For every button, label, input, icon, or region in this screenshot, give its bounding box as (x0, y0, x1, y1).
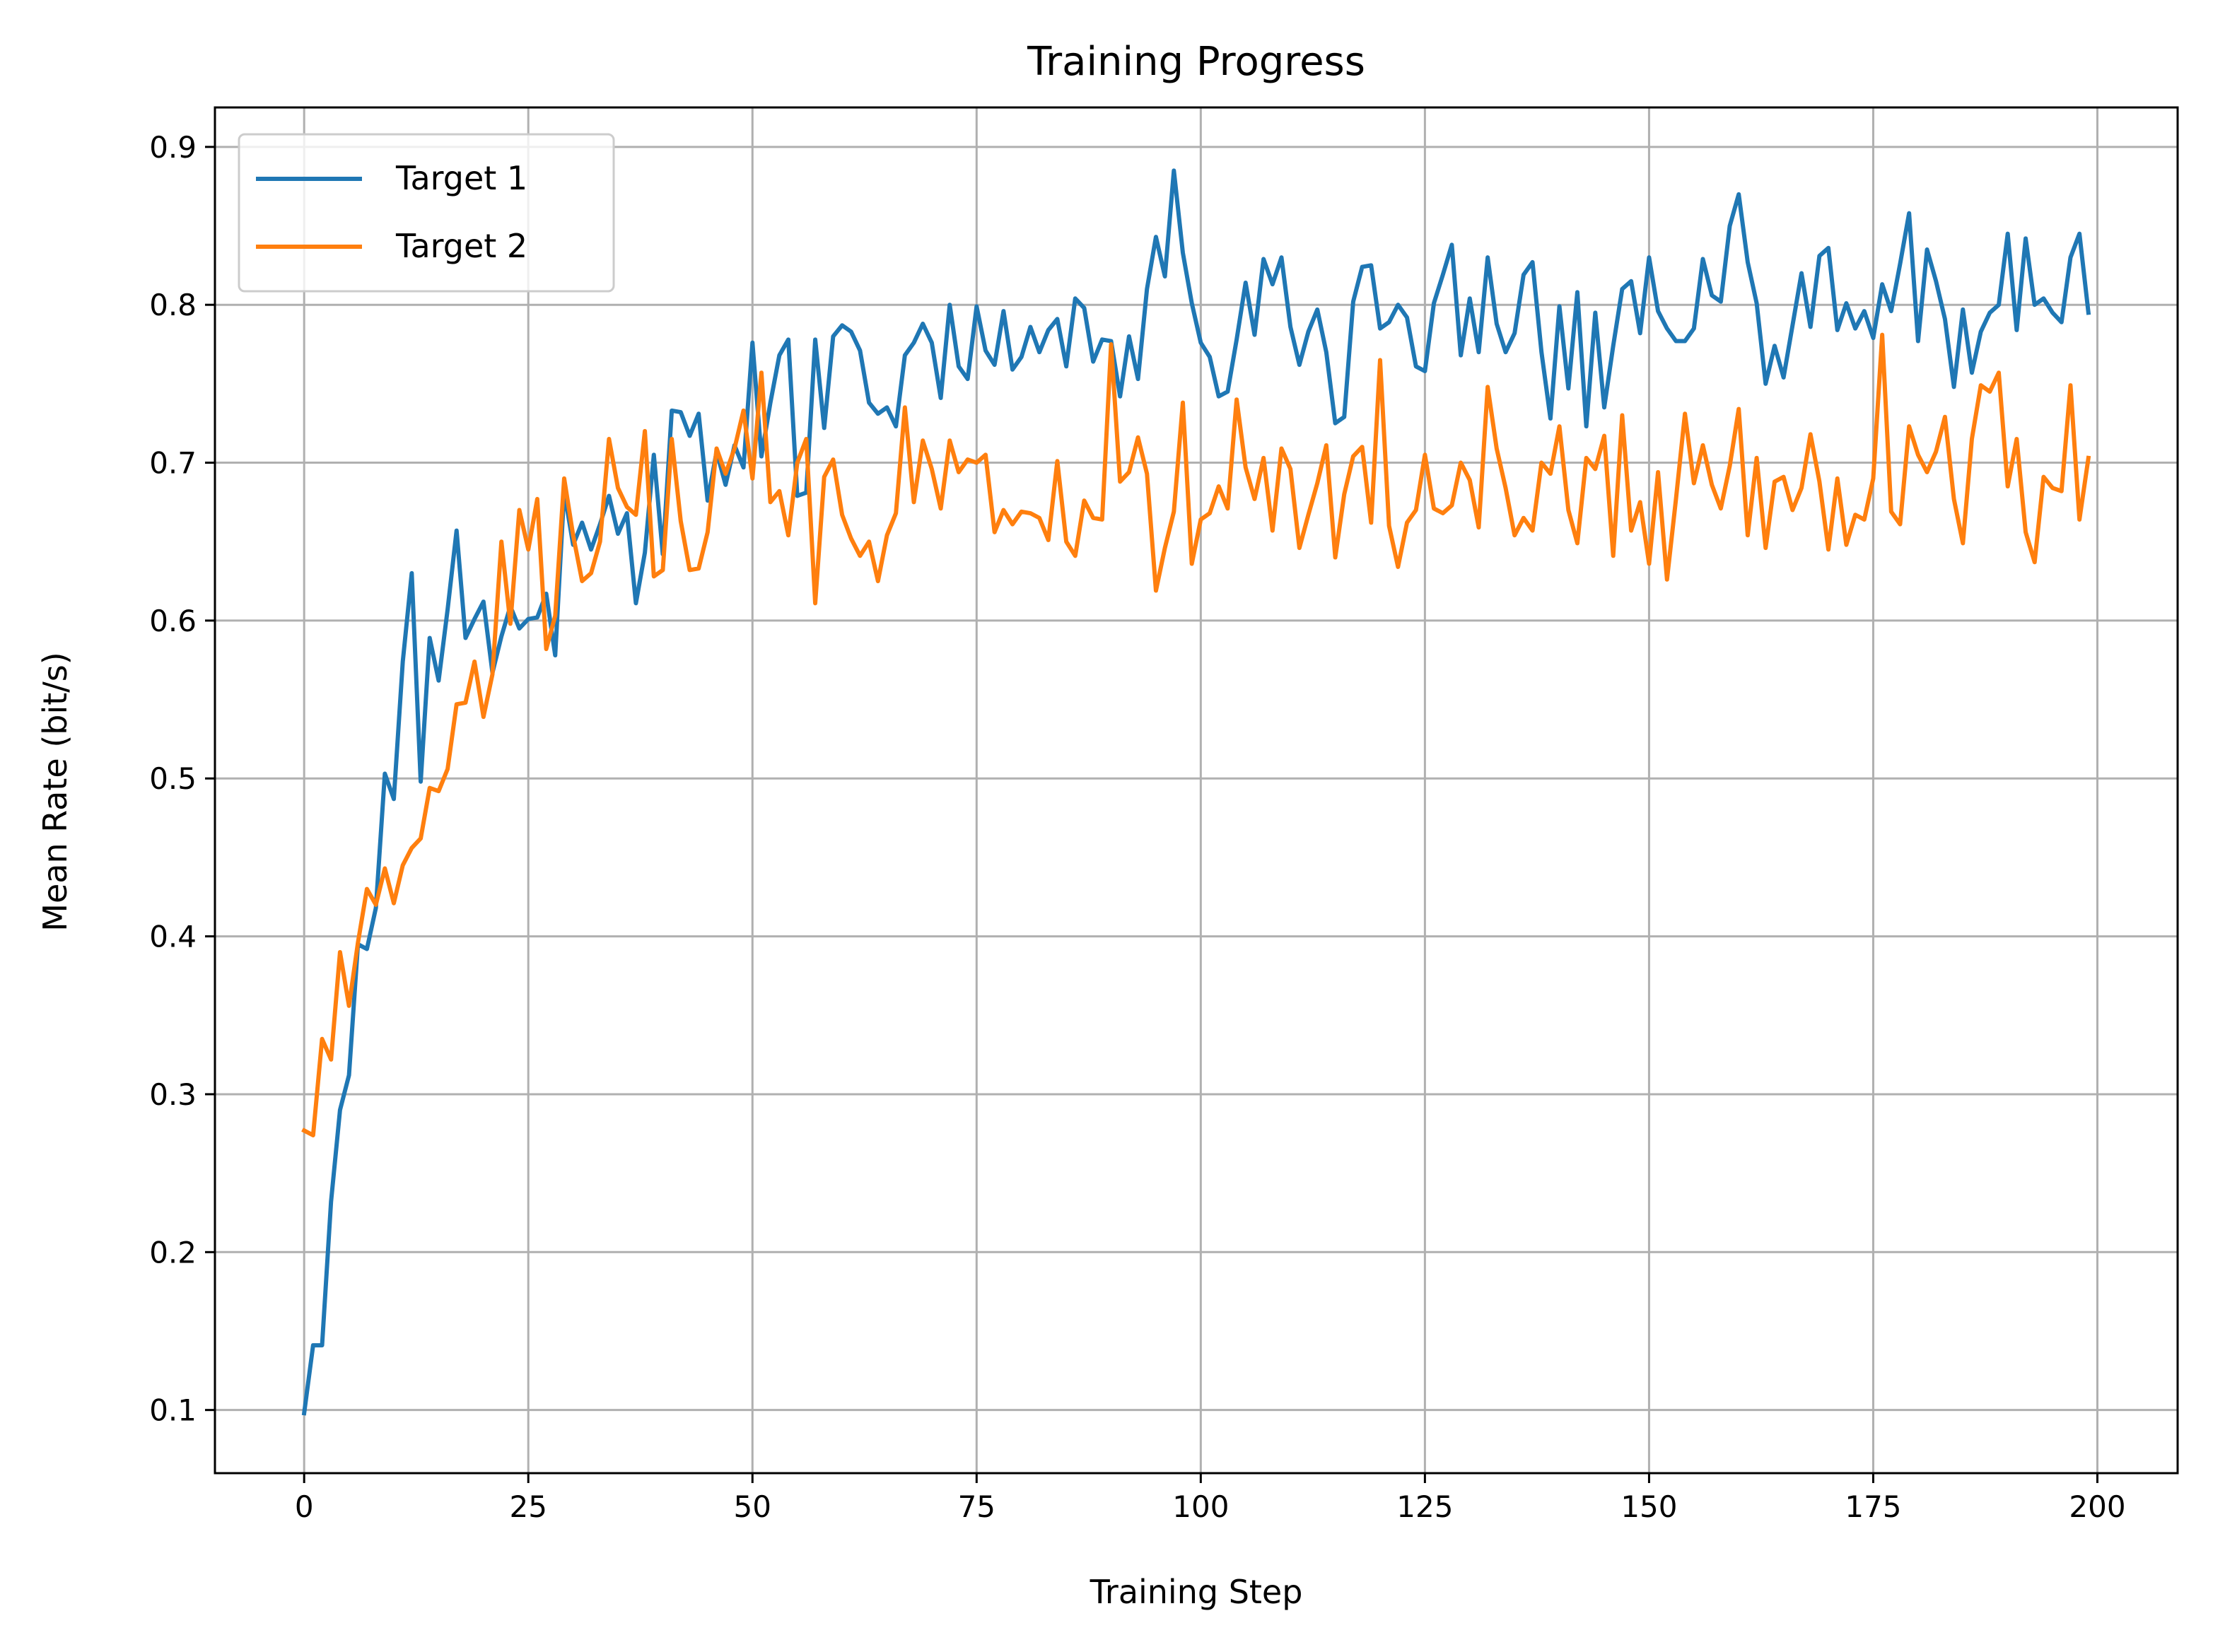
tick-marks (205, 146, 2098, 1483)
x-tick-label: 100 (1172, 1489, 1229, 1524)
x-tick-label: 175 (1845, 1489, 1901, 1524)
chart-title: Training Progress (1027, 39, 1365, 85)
y-tick-label: 0.5 (149, 761, 197, 796)
axes-border (214, 106, 2179, 1475)
y-tick-label: 0.8 (149, 288, 197, 322)
series-line-2 (301, 332, 2091, 1138)
legend-label: Target 1 (395, 159, 527, 197)
y-tick-label: 0.9 (149, 130, 197, 165)
y-tick-label: 0.3 (149, 1077, 197, 1112)
x-tick-label: 200 (2069, 1489, 2125, 1524)
y-tick-label: 0.1 (149, 1393, 197, 1428)
series-layer (301, 168, 2091, 1416)
legend-box (238, 133, 615, 293)
legend: Target 1 Target 2 (238, 133, 615, 293)
legend-entry: Target 1 (256, 159, 527, 197)
x-axis-label: Training Step (1090, 1573, 1303, 1611)
y-axis-label: Mean Rate (bit/s) (36, 652, 74, 931)
y-tick-label: 0.2 (149, 1235, 197, 1270)
x-tick-label: 0 (295, 1489, 314, 1524)
tick-labels: 0 25 50 75 100 125 150 175 200 0.1 0.2 0.3 0.4 0.5 0.6… (149, 130, 2125, 1524)
legend-entry: Target 2 (256, 227, 527, 265)
x-tick-label: 150 (1620, 1489, 1677, 1524)
x-tick-label: 125 (1396, 1489, 1453, 1524)
y-tick-label: 0.6 (149, 604, 197, 638)
legend-label: Target 2 (395, 227, 527, 265)
x-tick-label: 50 (734, 1489, 771, 1524)
x-tick-label: 75 (958, 1489, 995, 1524)
x-tick-label: 25 (509, 1489, 547, 1524)
y-tick-label: 0.7 (149, 446, 197, 481)
y-tick-label: 0.4 (149, 920, 197, 954)
axes-frame (214, 106, 2179, 1475)
